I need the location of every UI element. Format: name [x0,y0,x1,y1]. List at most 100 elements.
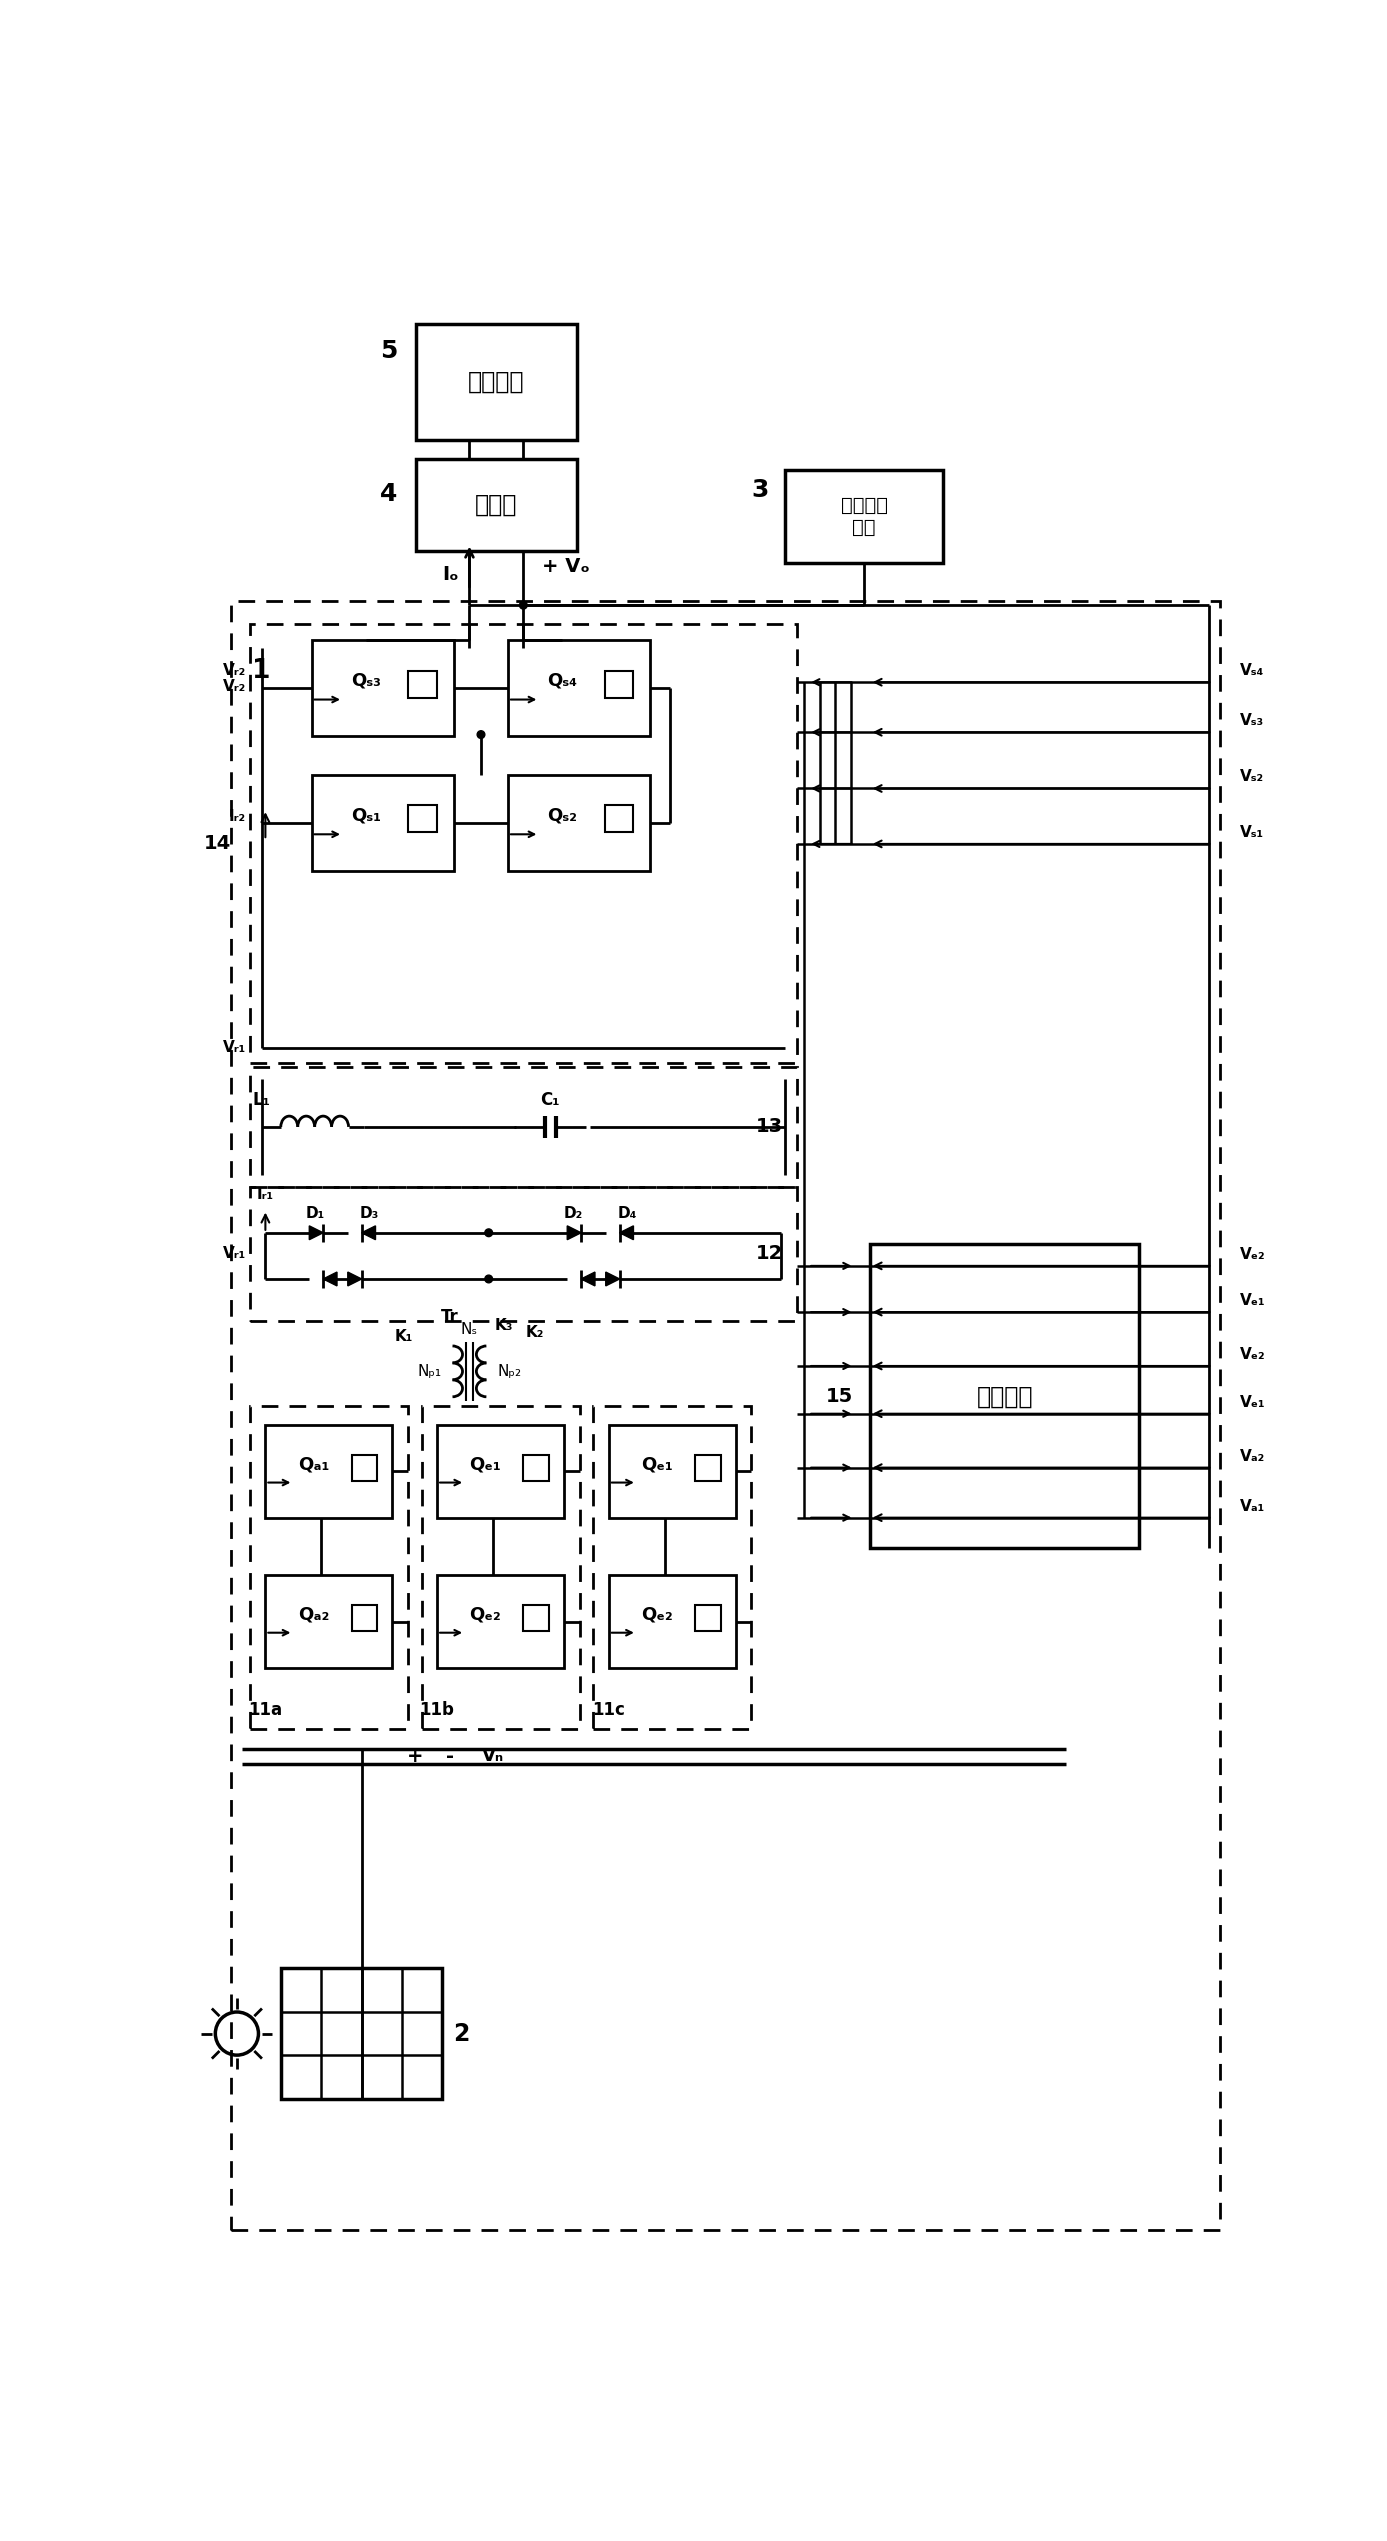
Circle shape [485,1230,492,1237]
Text: Qₐ₂: Qₐ₂ [298,1606,329,1624]
Text: Vᵣ₂: Vᵣ₂ [223,663,245,678]
Text: Vₛ₃: Vₛ₃ [1240,714,1264,729]
Polygon shape [581,1273,595,1286]
Text: Qₛ₃: Qₛ₃ [351,671,380,689]
Bar [312,640,454,737]
Text: Qₑ₂: Qₑ₂ [470,1606,501,1624]
Bar [508,640,651,737]
Text: Qₛ₄: Qₛ₄ [546,671,577,689]
Text: Vₑ₂: Vₑ₂ [1240,1347,1265,1362]
Bar [605,805,634,833]
Text: L₁: L₁ [252,1090,270,1108]
Text: Qₑ₂: Qₑ₂ [641,1606,673,1624]
Text: Vₙ: Vₙ [481,1748,503,1766]
Text: Vᵣ₁: Vᵣ₁ [223,1039,245,1055]
Text: Qₑ₁: Qₑ₁ [641,1456,673,1474]
Text: Qₛ₁: Qₛ₁ [351,805,380,823]
Text: 11a: 11a [248,1700,283,1720]
Text: 5: 5 [380,338,397,363]
Bar [352,1456,377,1481]
Text: 控制单元: 控制单元 [976,1385,1033,1408]
Bar [250,1067,796,1187]
Bar [422,1405,580,1730]
Bar [523,1606,549,1631]
Text: Vᵣ₂: Vᵣ₂ [223,678,245,694]
Text: 2: 2 [454,2023,470,2046]
Bar [695,1456,721,1481]
Text: Vᵣ₁: Vᵣ₁ [223,1248,245,1260]
Circle shape [477,732,485,739]
Text: Tr: Tr [441,1309,459,1326]
Bar [523,1456,549,1481]
Text: 15: 15 [825,1387,853,1405]
Text: -: - [447,1746,454,1766]
Circle shape [520,602,527,610]
Bar [870,1245,1139,1547]
Bar [265,1426,393,1517]
Text: Vₛ₂: Vₛ₂ [1240,770,1264,785]
Text: Vₑ₂: Vₑ₂ [1240,1248,1265,1263]
Bar [265,1575,393,1667]
Text: D₄: D₄ [617,1207,637,1222]
Bar [695,1606,721,1631]
Bar [416,460,577,551]
Text: 用户电力
电网: 用户电力 电网 [841,495,888,536]
Bar [508,775,651,872]
Text: Vₐ₁: Vₐ₁ [1240,1499,1265,1514]
Bar [250,1405,408,1730]
Text: Qₛ₂: Qₛ₂ [546,805,577,823]
Text: 14: 14 [204,833,232,854]
Text: Iᵣ₂: Iᵣ₂ [229,811,245,823]
Polygon shape [348,1273,362,1286]
Text: Nₚ₁: Nₚ₁ [417,1365,441,1380]
Bar [416,325,577,440]
Text: 充电桩: 充电桩 [476,493,517,518]
Text: 13: 13 [756,1118,784,1136]
Text: K₃: K₃ [495,1319,513,1331]
Bar [250,1187,796,1321]
Bar [437,1426,565,1517]
Text: 4: 4 [380,483,397,506]
Text: Iₒ: Iₒ [442,564,459,584]
Text: Vₑ₁: Vₑ₁ [1240,1293,1265,1309]
Bar [609,1575,736,1667]
Bar [352,1606,377,1631]
Text: Vₑ₁: Vₑ₁ [1240,1395,1265,1410]
Circle shape [485,1276,492,1283]
Bar [230,602,1221,2231]
Text: 1: 1 [252,658,270,684]
Polygon shape [309,1225,323,1240]
Text: +: + [408,1746,424,1766]
Polygon shape [567,1225,581,1240]
Text: C₁: C₁ [541,1090,560,1108]
Bar [609,1426,736,1517]
Text: 11b: 11b [420,1700,455,1720]
Bar [605,671,634,699]
Text: Qₐ₁: Qₐ₁ [298,1456,329,1474]
Polygon shape [606,1273,620,1286]
Bar [408,805,437,833]
Polygon shape [620,1225,634,1240]
Bar [280,1969,442,2099]
Text: D₃: D₃ [359,1207,379,1222]
Text: 充电系统: 充电系统 [469,371,524,394]
Text: Qₑ₁: Qₑ₁ [470,1456,501,1474]
Text: Nₚ₂: Nₚ₂ [498,1365,522,1380]
Text: 11c: 11c [592,1700,626,1720]
Text: D₂: D₂ [563,1207,583,1222]
Text: Vₐ₂: Vₐ₂ [1240,1448,1265,1464]
Text: D₁: D₁ [305,1207,325,1222]
Bar [437,1575,565,1667]
Bar [594,1405,752,1730]
Bar [785,470,943,564]
Text: 12: 12 [756,1245,784,1263]
Text: 3: 3 [752,478,770,501]
Bar [312,775,454,872]
Text: Vₛ₄: Vₛ₄ [1240,663,1264,678]
Text: Vₛ₁: Vₛ₁ [1240,826,1264,841]
Bar [250,625,796,1062]
Text: K₁: K₁ [395,1329,413,1344]
Text: + Vₒ: + Vₒ [542,556,589,577]
Polygon shape [362,1225,376,1240]
Text: K₂: K₂ [526,1326,544,1339]
